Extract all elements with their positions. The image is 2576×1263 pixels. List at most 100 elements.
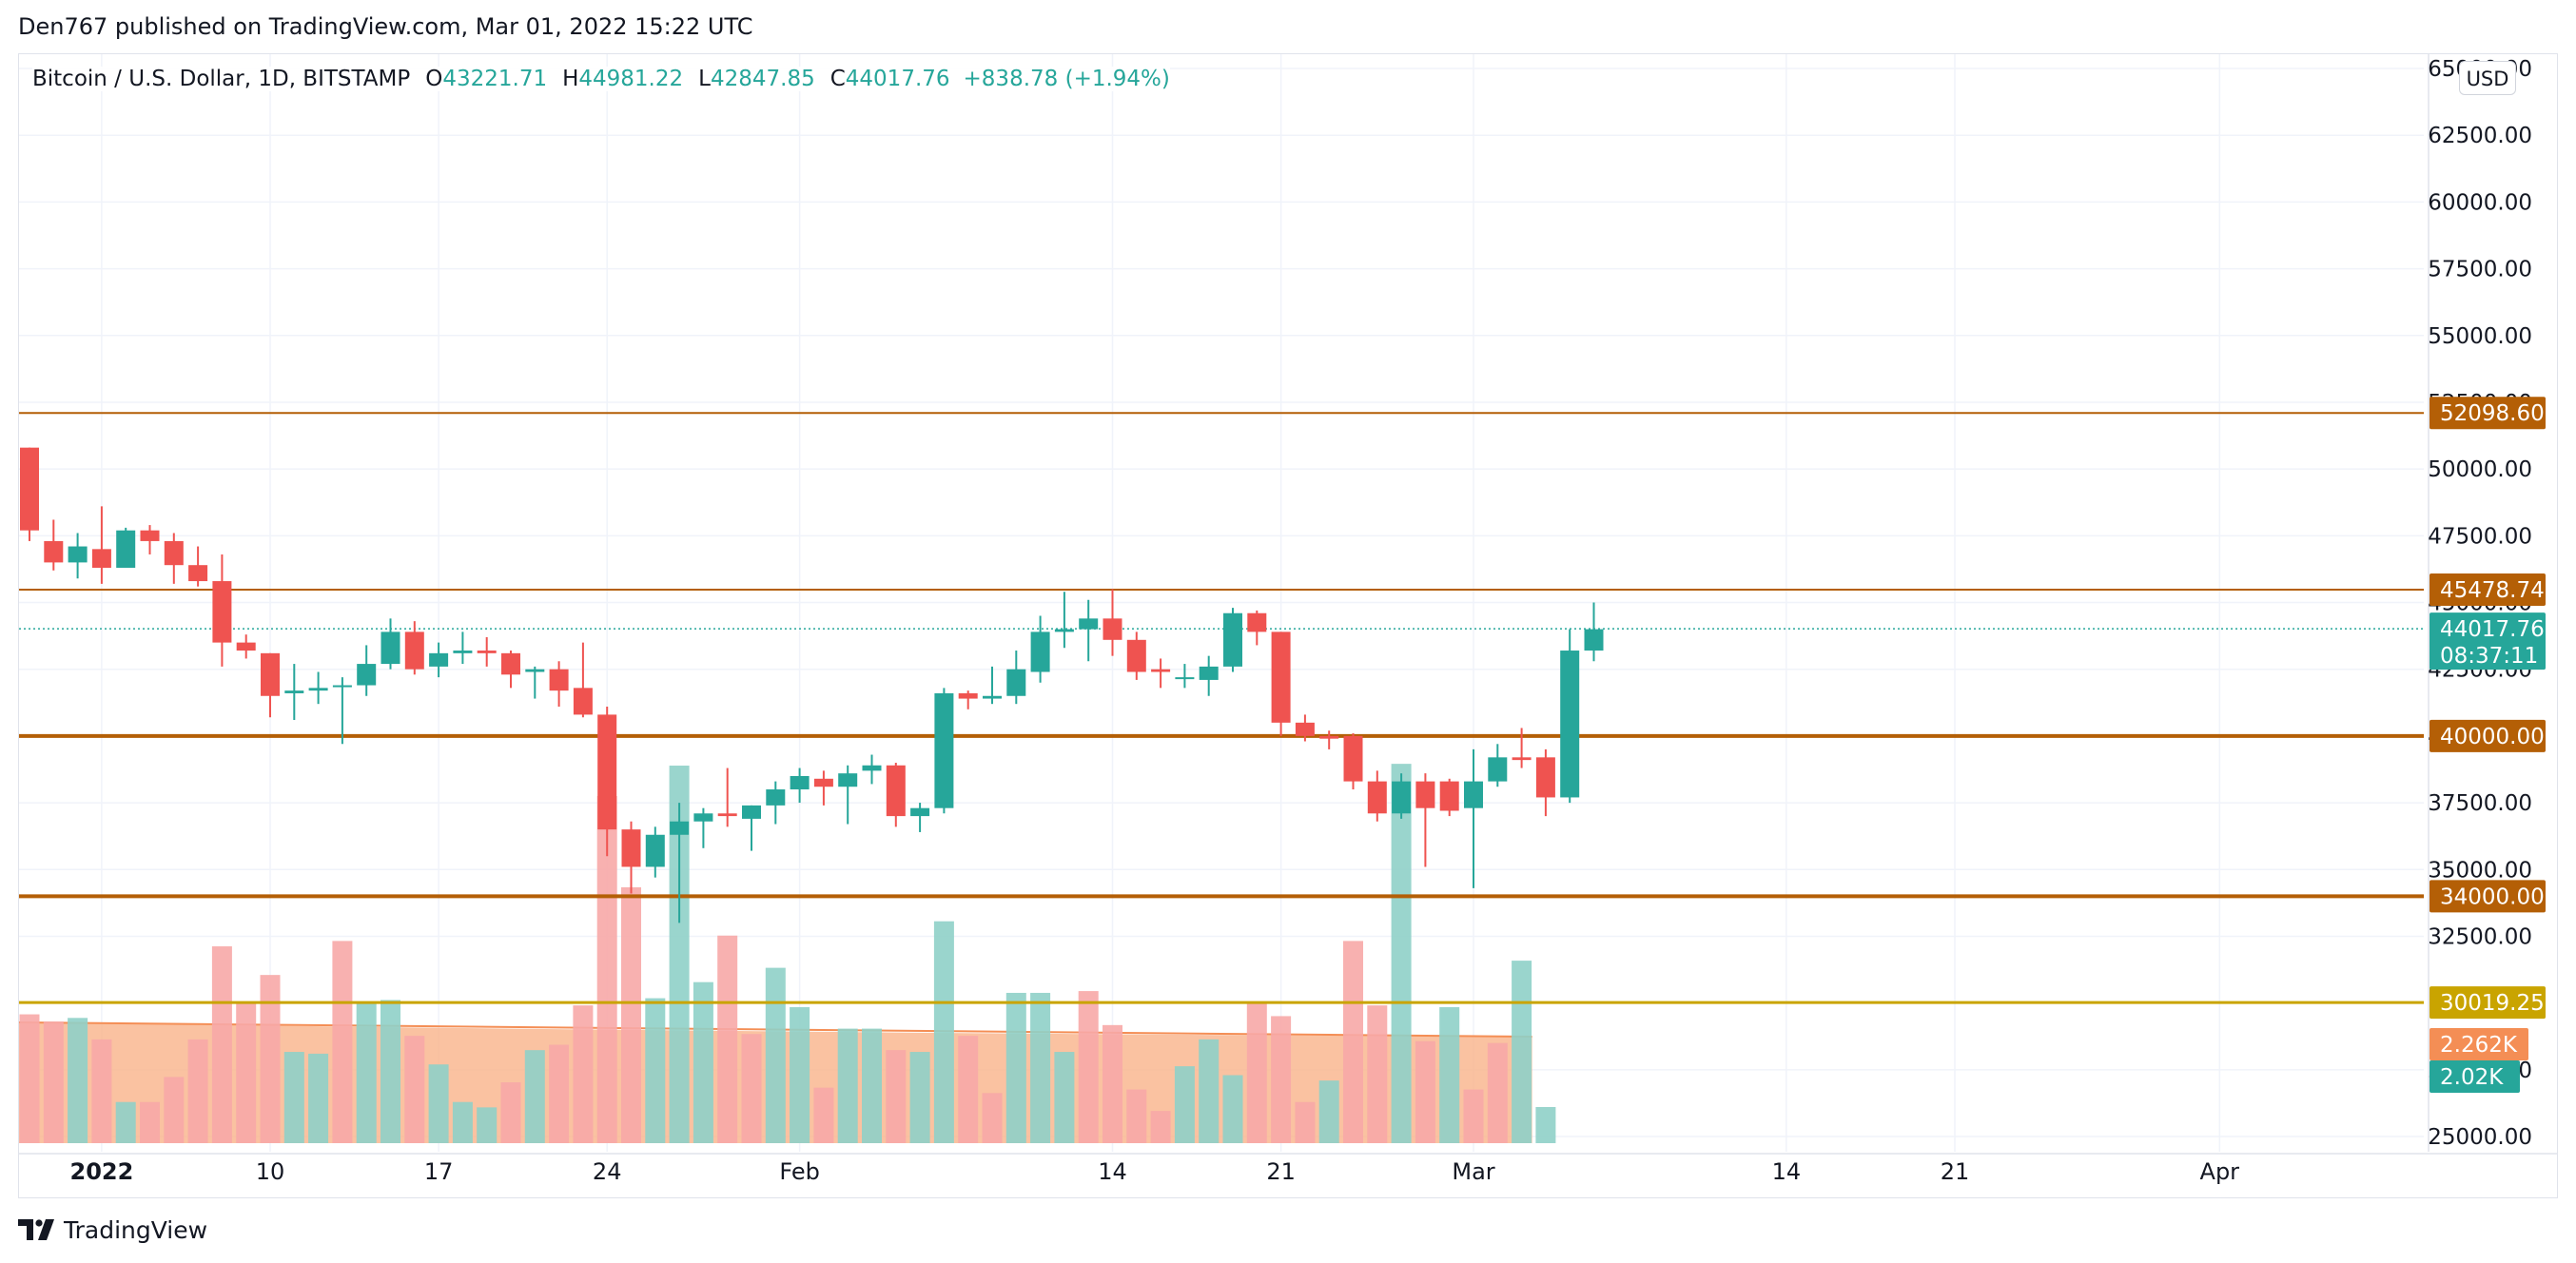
volume-bar [1126,1089,1147,1143]
y-tick-label: 57500.00 [2428,258,2532,282]
candle-body [501,652,520,675]
candle-body [717,813,737,817]
candle-body [1079,618,1099,630]
candle-body [958,692,978,699]
candle-body [212,581,232,643]
volume-value-label: 2.262K [2440,1033,2518,1058]
volume-bar [43,1021,64,1143]
volume-bar [1535,1106,1556,1143]
candle-body [1199,666,1219,680]
chart-frame [18,53,2558,1198]
last-price-label: 44017.76 [2440,617,2545,642]
volume-bar [356,1001,377,1143]
volume-bar [982,1093,1003,1143]
candle-body [983,695,1002,699]
y-tick-label: 60000.00 [2428,190,2532,215]
candle-body [20,447,39,531]
volume-value-label: 2.02K [2440,1065,2504,1090]
x-tick-label: Mar [1452,1158,1494,1185]
level-price-label-bg [2430,573,2546,607]
publisher-caption: Den767 published on TradingView.com, Mar… [18,13,753,40]
volume-value-label-bg [2430,1028,2528,1060]
volume-bar [164,1077,185,1143]
candle-body [44,540,64,563]
candle-body [645,834,665,867]
candle-body [790,775,810,790]
x-tick-label: Apr [2200,1158,2240,1185]
currency-button[interactable]: USD [2459,61,2516,95]
volume-bar [115,1101,136,1143]
candle-body [525,669,545,672]
candle-body [621,829,641,867]
candle-body [453,651,473,653]
x-tick-label: 2022 [70,1158,134,1185]
volume-bar [187,1039,208,1143]
horizontal-levels [19,412,2424,1004]
candle-body [1560,651,1580,798]
volume-pane [18,764,1556,1143]
candle-body [164,540,184,566]
volume-bar [933,921,954,1143]
y-tick-label: 50000.00 [2428,457,2532,482]
volume-bar [573,1005,594,1143]
volume-bar [1054,1052,1075,1143]
volume-bar [886,1050,907,1143]
volume-bar [1005,992,1026,1143]
volume-bar [1078,991,1099,1143]
candle-body [1319,735,1339,739]
candle-body [1439,781,1459,811]
volume-bar [958,1036,979,1143]
legend-low-key: L [698,67,711,91]
candle-body [1126,639,1146,672]
volume-bar [452,1101,473,1143]
grid-lines [19,54,2557,1155]
volume-bar [477,1107,498,1143]
volume-bar [741,1034,762,1143]
legend-symbol[interactable]: Bitcoin / U.S. Dollar, 1D, BITSTAMP [32,67,411,91]
y-tick-label: 35000.00 [2428,858,2532,883]
volume-bar [381,1000,400,1143]
volume-bar [790,1007,810,1143]
y-tick-label: 62500.00 [2428,124,2532,148]
candle-body [1103,618,1122,640]
volume-bar [91,1039,112,1143]
volume-bar [1174,1066,1195,1143]
candle-body [862,765,882,771]
candle-body [597,714,617,830]
y-tick-label: 25000.00 [2428,1125,2532,1150]
tradingview-logo-icon [18,1219,54,1240]
time-axis[interactable]: 2022 10 17 24 Feb 14 21 Mar 14 21 Apr [70,1158,2240,1185]
last-price-label-bg [2430,612,2546,670]
x-tick-label: 24 [593,1158,622,1185]
volume-bar [549,1044,570,1143]
candle-body [1367,781,1387,814]
volume-bar [717,935,738,1143]
candle-body [1584,629,1604,651]
tradingview-logo[interactable]: TradingView [18,1215,207,1244]
y-tick-label: 37500.00 [2428,791,2532,816]
candle-body [1464,781,1483,808]
volume-bar [645,998,666,1143]
volume-bar [211,946,232,1143]
x-tick-label: 10 [256,1158,285,1185]
volume-bar [837,1028,858,1143]
volume-bar [1295,1101,1316,1143]
x-tick-label: 14 [1098,1158,1127,1185]
candle-body [886,765,906,817]
candle-body [1488,757,1508,782]
candle-body [1271,632,1291,723]
symbol-legend[interactable]: Bitcoin / U.S. Dollar, 1D, BITSTAMP O4322… [32,67,1170,91]
volume-bar [621,886,641,1143]
candle-body [429,652,449,667]
candle-body [1223,612,1242,667]
volume-bar [1367,1005,1388,1143]
volume-bar [596,796,617,1143]
candle-body [742,805,761,819]
x-tick-label: 21 [1266,1158,1296,1185]
candle-body [1343,735,1363,782]
volume-bar [1512,961,1532,1143]
logo-text: TradingView [64,1215,208,1244]
y-tick-label: 55000.00 [2428,324,2532,349]
level-price-label-bg [2430,880,2546,913]
